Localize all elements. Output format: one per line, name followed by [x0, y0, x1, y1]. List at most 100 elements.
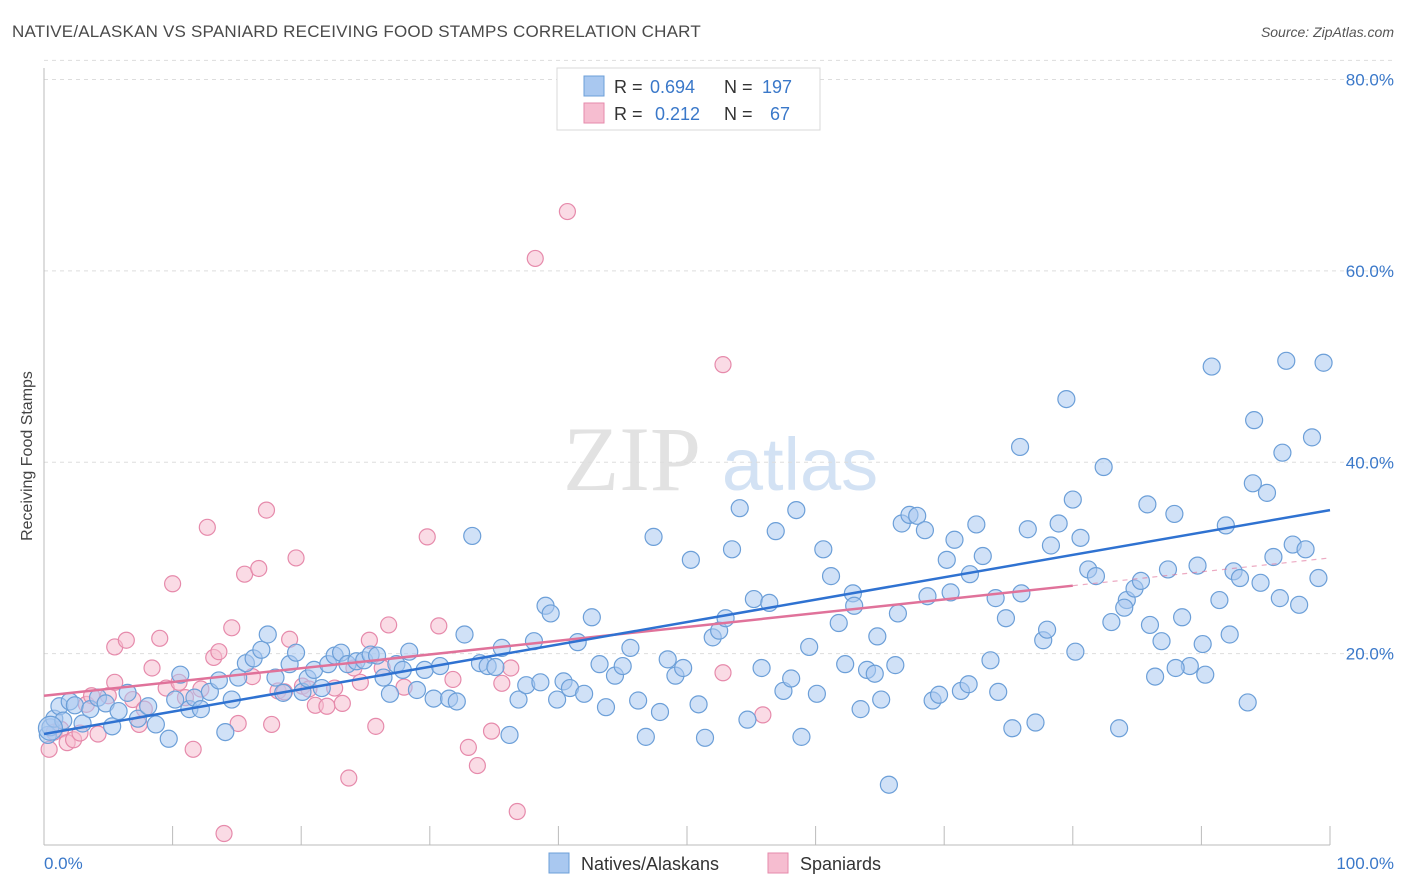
- natives-point: [674, 658, 693, 678]
- natives-point: [621, 638, 640, 657]
- natives-point: [252, 640, 271, 659]
- spaniards-point: [210, 643, 228, 661]
- natives-point: [447, 692, 466, 711]
- natives-point: [792, 727, 811, 746]
- stats-legend: R = 0.694 N = 197 R = 0.212 N = 67: [556, 67, 821, 131]
- natives-point: [1146, 667, 1165, 686]
- spaniards-point: [418, 528, 436, 546]
- natives-point: [1302, 428, 1322, 447]
- natives-point: [109, 701, 128, 721]
- trend-lines: [43, 508, 1331, 736]
- series-legend-swatch-spaniards: [767, 852, 789, 874]
- natives-point: [1230, 568, 1250, 588]
- natives-point: [1296, 540, 1315, 559]
- natives-point: [973, 546, 992, 566]
- natives-point: [1196, 665, 1215, 684]
- watermark-atlas: atlas: [722, 423, 878, 506]
- spaniards-point: [526, 249, 544, 268]
- natives-point: [945, 530, 964, 549]
- y-axis-label: Receiving Food Stamps: [19, 371, 36, 541]
- natives-point: [636, 727, 655, 746]
- natives-point: [879, 775, 899, 794]
- natives-point: [1041, 536, 1061, 555]
- natives-point: [959, 675, 978, 694]
- natives-point: [166, 690, 185, 709]
- spaniards-point: [558, 202, 577, 221]
- natives-point: [1202, 357, 1221, 376]
- spaniards-trend-line: [43, 584, 1073, 697]
- y-tick-label: 80.0%: [1346, 71, 1394, 90]
- spaniards-point: [263, 715, 281, 734]
- series-legend-swatch-natives: [548, 852, 570, 874]
- natives-point: [744, 589, 763, 609]
- natives-point: [209, 671, 228, 690]
- natives-point: [1140, 615, 1160, 635]
- y-tick-label: 40.0%: [1346, 453, 1394, 472]
- x-tick-label-max: 100.0%: [1336, 854, 1394, 873]
- natives-point: [1166, 658, 1185, 678]
- natives-point: [1220, 625, 1239, 644]
- legend-swatch-natives: [583, 75, 605, 97]
- natives-point: [929, 685, 949, 704]
- natives-point: [915, 521, 935, 540]
- natives-point: [191, 700, 210, 719]
- natives-point: [582, 608, 601, 627]
- spaniards-point: [508, 802, 526, 821]
- natives-point: [1270, 589, 1289, 608]
- natives-point: [644, 527, 663, 546]
- legend-n-label: N =: [724, 104, 753, 124]
- natives-point: [658, 650, 677, 669]
- spaniards-point: [444, 670, 462, 689]
- natives-point: [1057, 389, 1076, 409]
- natives-point: [1131, 571, 1151, 591]
- natives-point: [541, 604, 560, 623]
- spaniards-point: [198, 518, 216, 536]
- natives-point: [695, 728, 715, 747]
- natives-point: [486, 657, 505, 677]
- spaniards-point: [430, 617, 448, 635]
- legend-r-value: 0.212: [655, 104, 700, 124]
- natives-trend-line: [43, 508, 1331, 736]
- y-axis-tick-labels: 20.0% 40.0% 60.0% 80.0%: [1346, 71, 1394, 664]
- series-legend-natives: Natives/Alaskans: [581, 854, 719, 874]
- natives-point: [1188, 556, 1207, 575]
- natives-point: [286, 643, 306, 662]
- natives-point: [1071, 528, 1090, 547]
- legend-r-value: 0.694: [650, 77, 695, 97]
- natives-point: [1210, 590, 1229, 610]
- natives-point: [1245, 411, 1264, 430]
- natives-point: [981, 651, 1000, 670]
- natives-point: [424, 689, 443, 708]
- natives-point: [787, 500, 806, 520]
- chart-source: Source: ZipAtlas.com: [1260, 24, 1394, 40]
- natives-point: [908, 506, 927, 525]
- natives-point: [1094, 457, 1113, 477]
- natives-point: [766, 522, 785, 541]
- natives-point: [1216, 516, 1235, 535]
- spaniards-points: [40, 202, 772, 843]
- natives-point: [380, 684, 400, 703]
- spaniards-trend-extension: [1072, 557, 1331, 587]
- natives-point: [1193, 634, 1212, 654]
- watermark-zip: ZIP: [563, 408, 701, 510]
- natives-point: [1251, 573, 1270, 592]
- natives-point: [888, 604, 908, 623]
- spaniards-point: [380, 616, 398, 634]
- natives-point: [989, 682, 1008, 702]
- natives-point: [1049, 514, 1068, 533]
- spaniards-point: [318, 697, 336, 715]
- natives-point: [575, 684, 594, 703]
- spaniards-point: [714, 356, 732, 374]
- spaniards-point: [250, 559, 268, 578]
- spaniards-point: [367, 717, 385, 735]
- natives-point: [800, 637, 819, 657]
- series-legend-spaniards: Spaniards: [800, 854, 881, 874]
- natives-point: [455, 625, 474, 644]
- natives-point: [146, 715, 165, 734]
- natives-point: [374, 668, 393, 687]
- natives-point: [829, 613, 848, 633]
- legend-n-label: N =: [724, 77, 753, 97]
- natives-point: [1158, 560, 1178, 579]
- spaniards-point: [482, 722, 501, 740]
